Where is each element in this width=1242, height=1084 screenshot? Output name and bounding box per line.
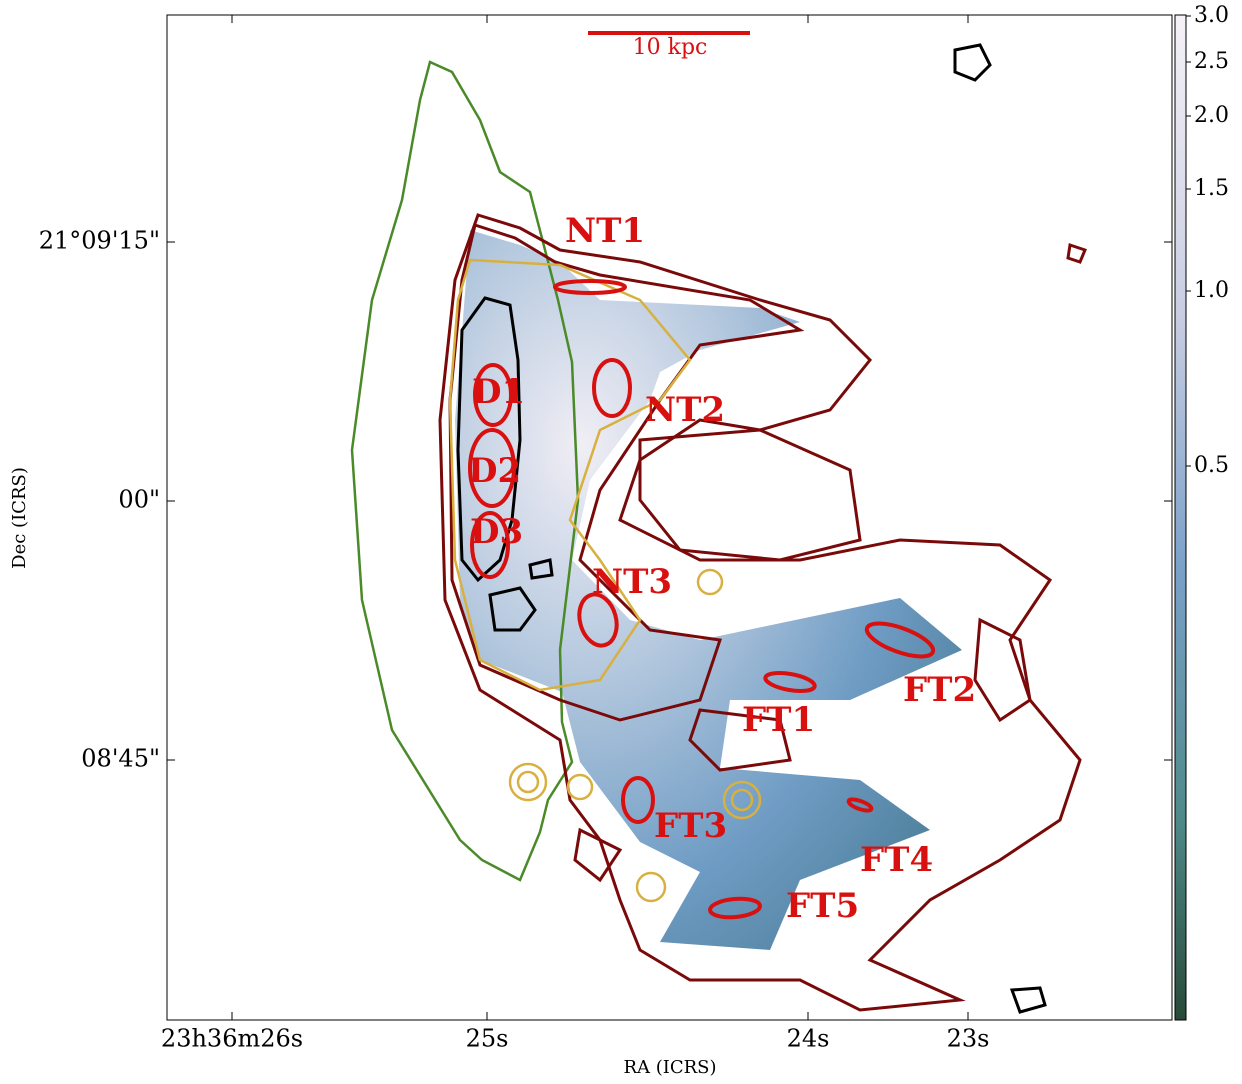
scale-bar-label: 10 kpc xyxy=(633,35,708,60)
x-tick-label: 23s xyxy=(947,1025,990,1053)
region-label: NT2 xyxy=(645,390,725,430)
colorbar-tick-label: 1.0 xyxy=(1194,278,1229,303)
region-label: D3 xyxy=(470,512,523,552)
y-axis-label: Dec (ICRS) xyxy=(9,467,30,569)
x-tick-label: 23h36m26s xyxy=(161,1025,303,1053)
region-label: D1 xyxy=(472,372,525,412)
region-label: D2 xyxy=(468,451,521,491)
colorbar xyxy=(1174,14,1187,1021)
image xyxy=(350,31,1088,1014)
yellow-contours xyxy=(448,258,762,903)
y-tick-label: 21°09'15" xyxy=(39,227,160,255)
region-label: NT1 xyxy=(565,211,645,251)
colorbar-tick-label: 2.5 xyxy=(1194,49,1229,74)
region-label: NT3 xyxy=(592,562,672,602)
region-label: FT3 xyxy=(654,806,727,846)
region-label: FT5 xyxy=(786,886,859,926)
y-tick-label: 00" xyxy=(118,486,160,514)
x-tick-label: 24s xyxy=(787,1025,830,1053)
colorbar-tick-label: 1.5 xyxy=(1194,176,1229,201)
plot-frame xyxy=(166,14,1173,1021)
region-label: FT4 xyxy=(860,840,933,880)
colorbar-tick-label: 3.0 xyxy=(1194,3,1229,28)
colorbar-tick-label: 2.0 xyxy=(1194,103,1229,128)
x-axis-label: RA (ICRS) xyxy=(623,1057,716,1078)
red-contours xyxy=(438,213,1088,1012)
region-ellipses xyxy=(468,279,936,920)
x-tick-label: 25s xyxy=(466,1025,509,1053)
ticks: 23h36m26s 25s 24s 23s 21°09'15" 00" 08'45" 3.0 2… xyxy=(39,3,1229,1053)
black-contours xyxy=(456,43,1047,1014)
green-contour xyxy=(350,60,580,882)
region-label: FT2 xyxy=(903,670,976,710)
region-label: FT1 xyxy=(742,700,815,740)
colorbar-tick-label: 0.5 xyxy=(1194,453,1229,478)
emission-map xyxy=(455,230,962,950)
y-tick-label: 08'45" xyxy=(81,745,160,773)
